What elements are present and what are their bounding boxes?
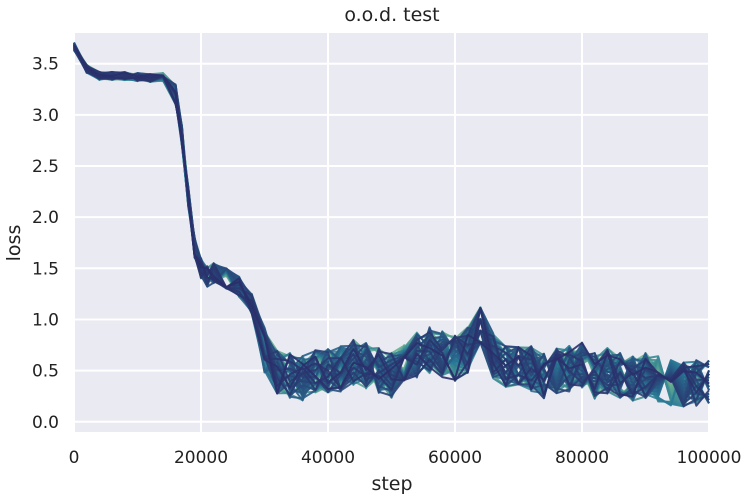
y-tick-label: 1.5 bbox=[32, 259, 59, 279]
series-line bbox=[73, 44, 710, 395]
x-axis-label: step bbox=[371, 473, 412, 495]
x-tick-label: 80000 bbox=[555, 448, 609, 468]
grid bbox=[73, 33, 710, 432]
y-tick-label: 2.5 bbox=[32, 157, 59, 177]
y-tick-label: 3.5 bbox=[32, 55, 59, 75]
y-tick-label: 0.0 bbox=[32, 413, 59, 433]
series-group bbox=[73, 41, 710, 408]
x-tick-label: 100000 bbox=[677, 448, 742, 468]
x-tick-label: 0 bbox=[69, 448, 80, 468]
x-tick-label: 60000 bbox=[428, 448, 482, 468]
y-axis-ticks: 0.0 0.5 1.0 1.5 2.0 2.5 3.0 3.5 bbox=[32, 55, 59, 433]
y-tick-label: 0.5 bbox=[32, 362, 59, 382]
y-tick-label: 2.0 bbox=[32, 208, 59, 228]
x-axis-ticks: 0 20000 40000 60000 80000 100000 bbox=[69, 448, 742, 468]
y-axis-label: loss bbox=[3, 225, 25, 262]
x-tick-label: 40000 bbox=[301, 448, 355, 468]
chart-title: o.o.d. test bbox=[344, 4, 439, 26]
y-tick-label: 3.0 bbox=[32, 106, 59, 126]
y-tick-label: 1.0 bbox=[32, 310, 59, 330]
x-tick-label: 20000 bbox=[174, 448, 228, 468]
